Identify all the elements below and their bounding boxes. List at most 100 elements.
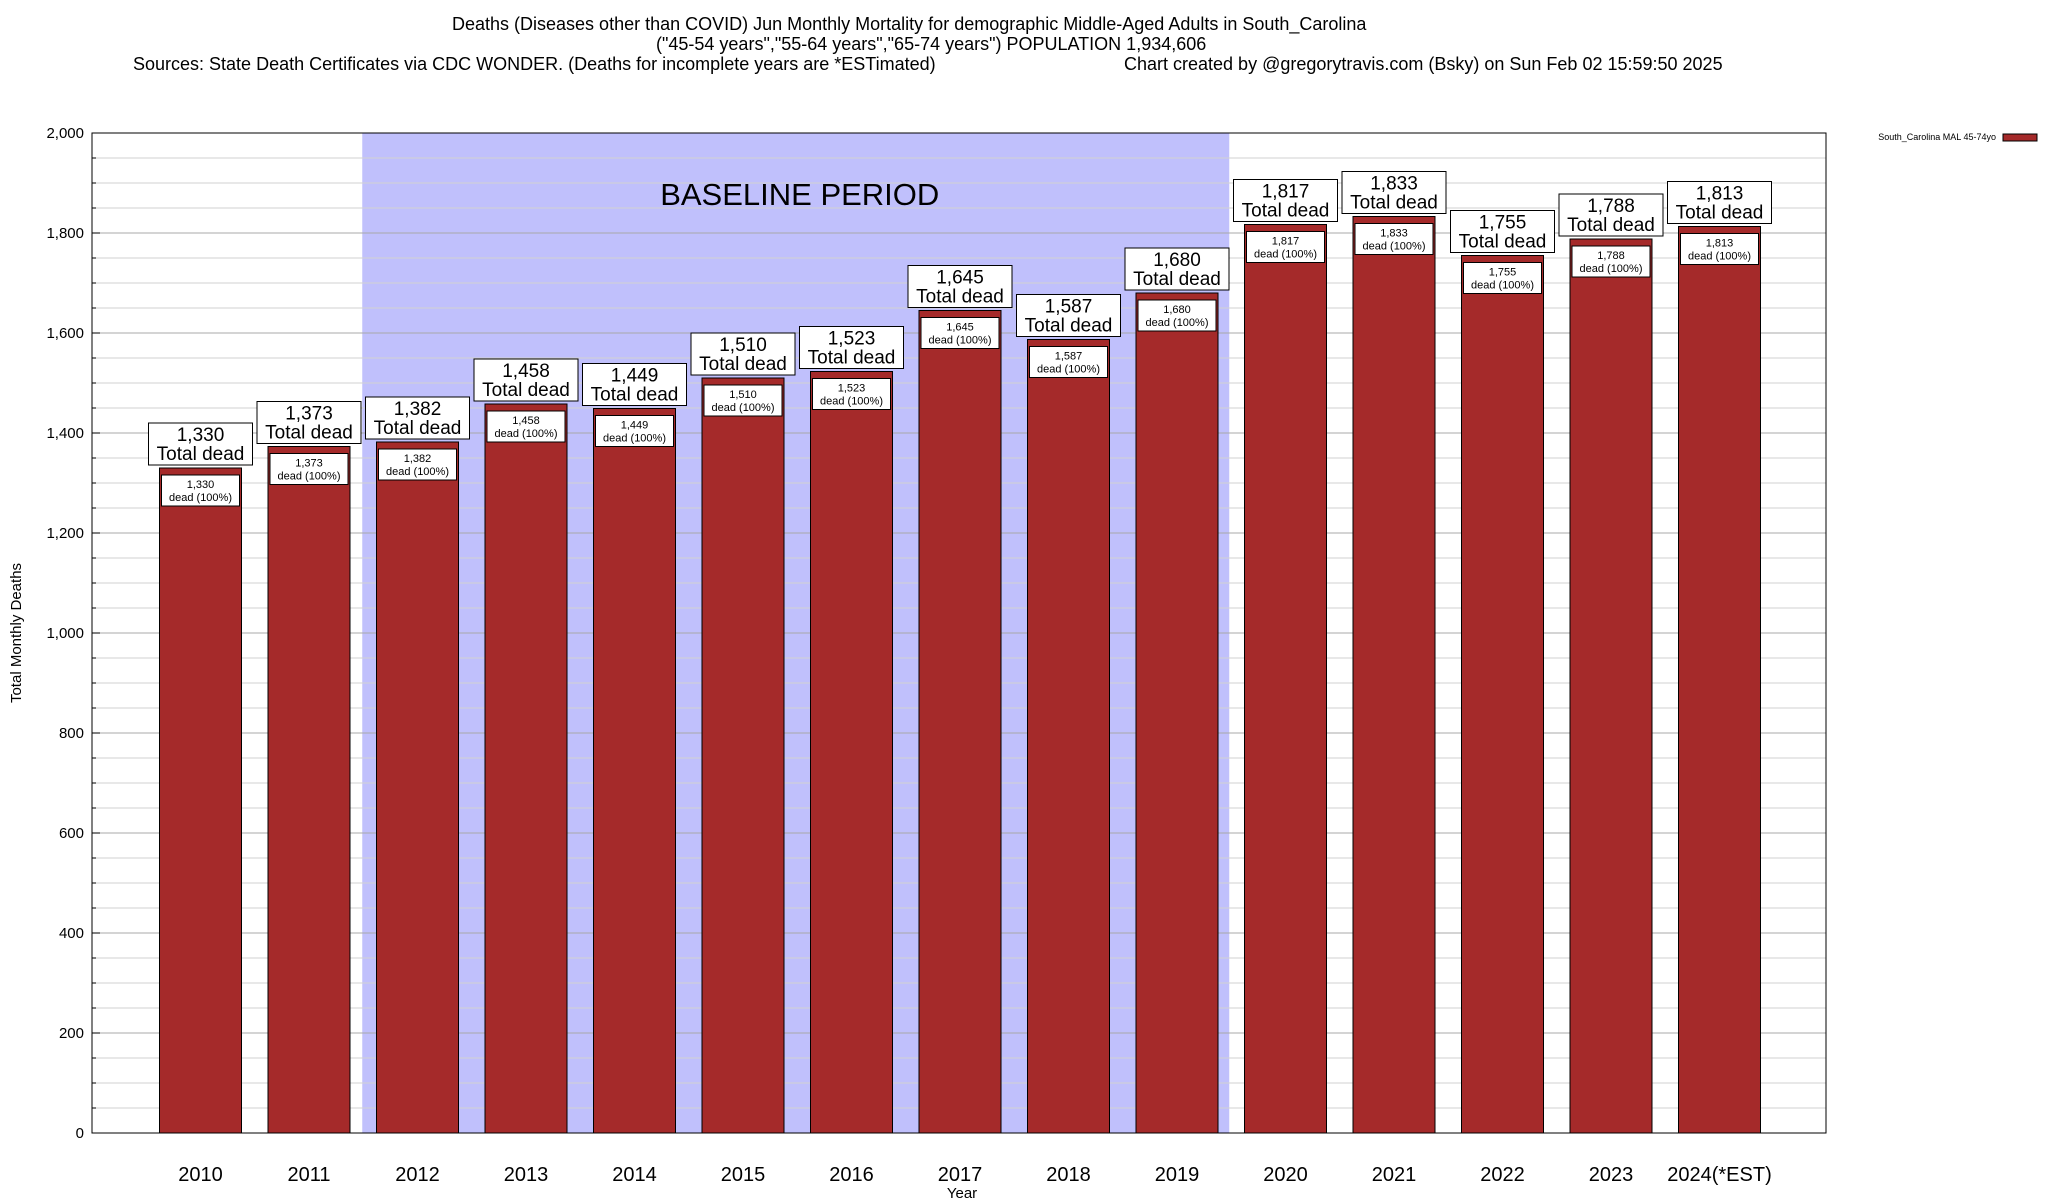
x-tick-label: 2017 (938, 1164, 983, 1186)
inner-value-label: 1,587 (1055, 351, 1083, 363)
inner-caption-label: dead (100%) (278, 471, 341, 483)
inner-label-box (161, 474, 240, 507)
bar (1461, 255, 1544, 1134)
inner-label-box (378, 448, 457, 481)
x-tick-label: 2018 (1046, 1164, 1091, 1186)
y-tick-label: 1,800 (46, 225, 84, 242)
inner-caption-label: dead (100%) (603, 433, 666, 445)
total-caption-label: Total dead (1567, 215, 1655, 236)
y-tick-label: 200 (59, 1025, 84, 1042)
y-tick-label: 600 (59, 825, 84, 842)
legend: South_Carolina MAL 45-74yo (1878, 132, 2038, 142)
total-caption-label: Total dead (157, 444, 245, 465)
total-caption-label: Total dead (374, 418, 462, 439)
total-value-label: 1,449 (611, 366, 659, 387)
total-value-label: 1,833 (1370, 174, 1418, 195)
x-tick-label: 2014 (612, 1164, 657, 1186)
x-tick-label: 2020 (1263, 1164, 1308, 1186)
inner-label-box (1571, 245, 1651, 278)
total-caption-label: Total dead (1133, 269, 1221, 290)
inner-value-label: 1,817 (1272, 236, 1300, 248)
x-axis-title: Year (947, 1185, 977, 1200)
inner-caption-label: dead (100%) (1254, 249, 1317, 261)
total-value-label: 1,680 (1153, 250, 1201, 271)
inner-label-box (1029, 346, 1108, 378)
total-value-label: 1,330 (177, 425, 225, 446)
total-label-box (1233, 179, 1338, 222)
bar (1027, 339, 1110, 1134)
bar (1678, 226, 1761, 1134)
chart-source: Sources: State Death Certificates via CD… (133, 54, 936, 74)
x-tick-label: 2015 (721, 1164, 766, 1186)
bar (593, 408, 676, 1134)
total-value-label: 1,382 (394, 399, 442, 420)
inner-caption-label: dead (100%) (495, 428, 558, 440)
inner-label-box (703, 384, 783, 417)
inner-caption-label: dead (100%) (1037, 364, 1100, 376)
total-caption-label: Total dead (1242, 201, 1330, 222)
total-caption-label: Total dead (265, 423, 353, 444)
total-value-label: 1,458 (502, 361, 550, 382)
total-label-box (799, 326, 904, 369)
inner-label-box (269, 453, 349, 485)
x-tick-label: 2011 (287, 1164, 330, 1186)
total-label-box (907, 265, 1013, 308)
total-caption-label: Total dead (1459, 232, 1547, 253)
inner-value-label: 1,788 (1597, 250, 1625, 262)
inner-label-box (1680, 233, 1759, 265)
x-tick-label: 2016 (829, 1164, 874, 1186)
axes: 0 200 400 600 800 1,000 1,200 1,400 1,600 1,800 2,… (8, 125, 1772, 1200)
inner-value-label: 1,645 (946, 322, 974, 334)
bar (267, 446, 351, 1134)
bar (1135, 292, 1219, 1134)
bar (1569, 238, 1653, 1134)
inner-value-label: 1,813 (1706, 238, 1734, 250)
total-value-label: 1,587 (1045, 297, 1093, 318)
x-tick-label: 2024(*EST) (1667, 1164, 1772, 1186)
inner-caption-label: dead (100%) (820, 396, 883, 408)
total-label-box (365, 396, 470, 440)
bar (1352, 216, 1436, 1134)
x-tick-label: 2010 (178, 1164, 223, 1186)
total-label-box (473, 358, 579, 402)
inner-value-label: 1,510 (729, 389, 757, 401)
inner-caption-label: dead (100%) (929, 335, 992, 347)
y-tick-label: 0 (76, 1125, 84, 1142)
inner-value-label: 1,755 (1489, 267, 1517, 279)
inner-value-label: 1,373 (295, 458, 323, 470)
y-axis-title: Total Monthly Deaths (8, 563, 25, 703)
chart-title: Deaths (Diseases other than COVID) Jun M… (452, 14, 1367, 34)
total-value-label: 1,817 (1262, 182, 1310, 203)
total-label-box (1341, 171, 1447, 214)
x-tick-label: 2022 (1480, 1164, 1525, 1186)
inner-value-label: 1,330 (187, 479, 215, 491)
total-label-box (1558, 193, 1664, 237)
total-value-label: 1,813 (1696, 184, 1744, 205)
inner-value-label: 1,833 (1380, 228, 1408, 240)
inner-label-box (812, 378, 891, 410)
total-caption-label: Total dead (1676, 203, 1764, 224)
total-caption-label: Total dead (808, 348, 896, 369)
inner-caption-label: dead (100%) (1688, 251, 1751, 263)
bar (918, 310, 1002, 1134)
total-label-box (1124, 247, 1230, 291)
legend-label: South_Carolina MAL 45-74yo (1878, 132, 1996, 142)
x-tick-label: 2012 (395, 1164, 440, 1186)
total-value-label: 1,755 (1479, 213, 1527, 234)
inner-caption-label: dead (100%) (1471, 280, 1534, 292)
inner-value-label: 1,382 (404, 453, 432, 465)
bar (701, 377, 785, 1134)
bar (484, 403, 568, 1134)
inner-caption-label: dead (100%) (712, 402, 775, 414)
total-label-box (148, 422, 253, 466)
